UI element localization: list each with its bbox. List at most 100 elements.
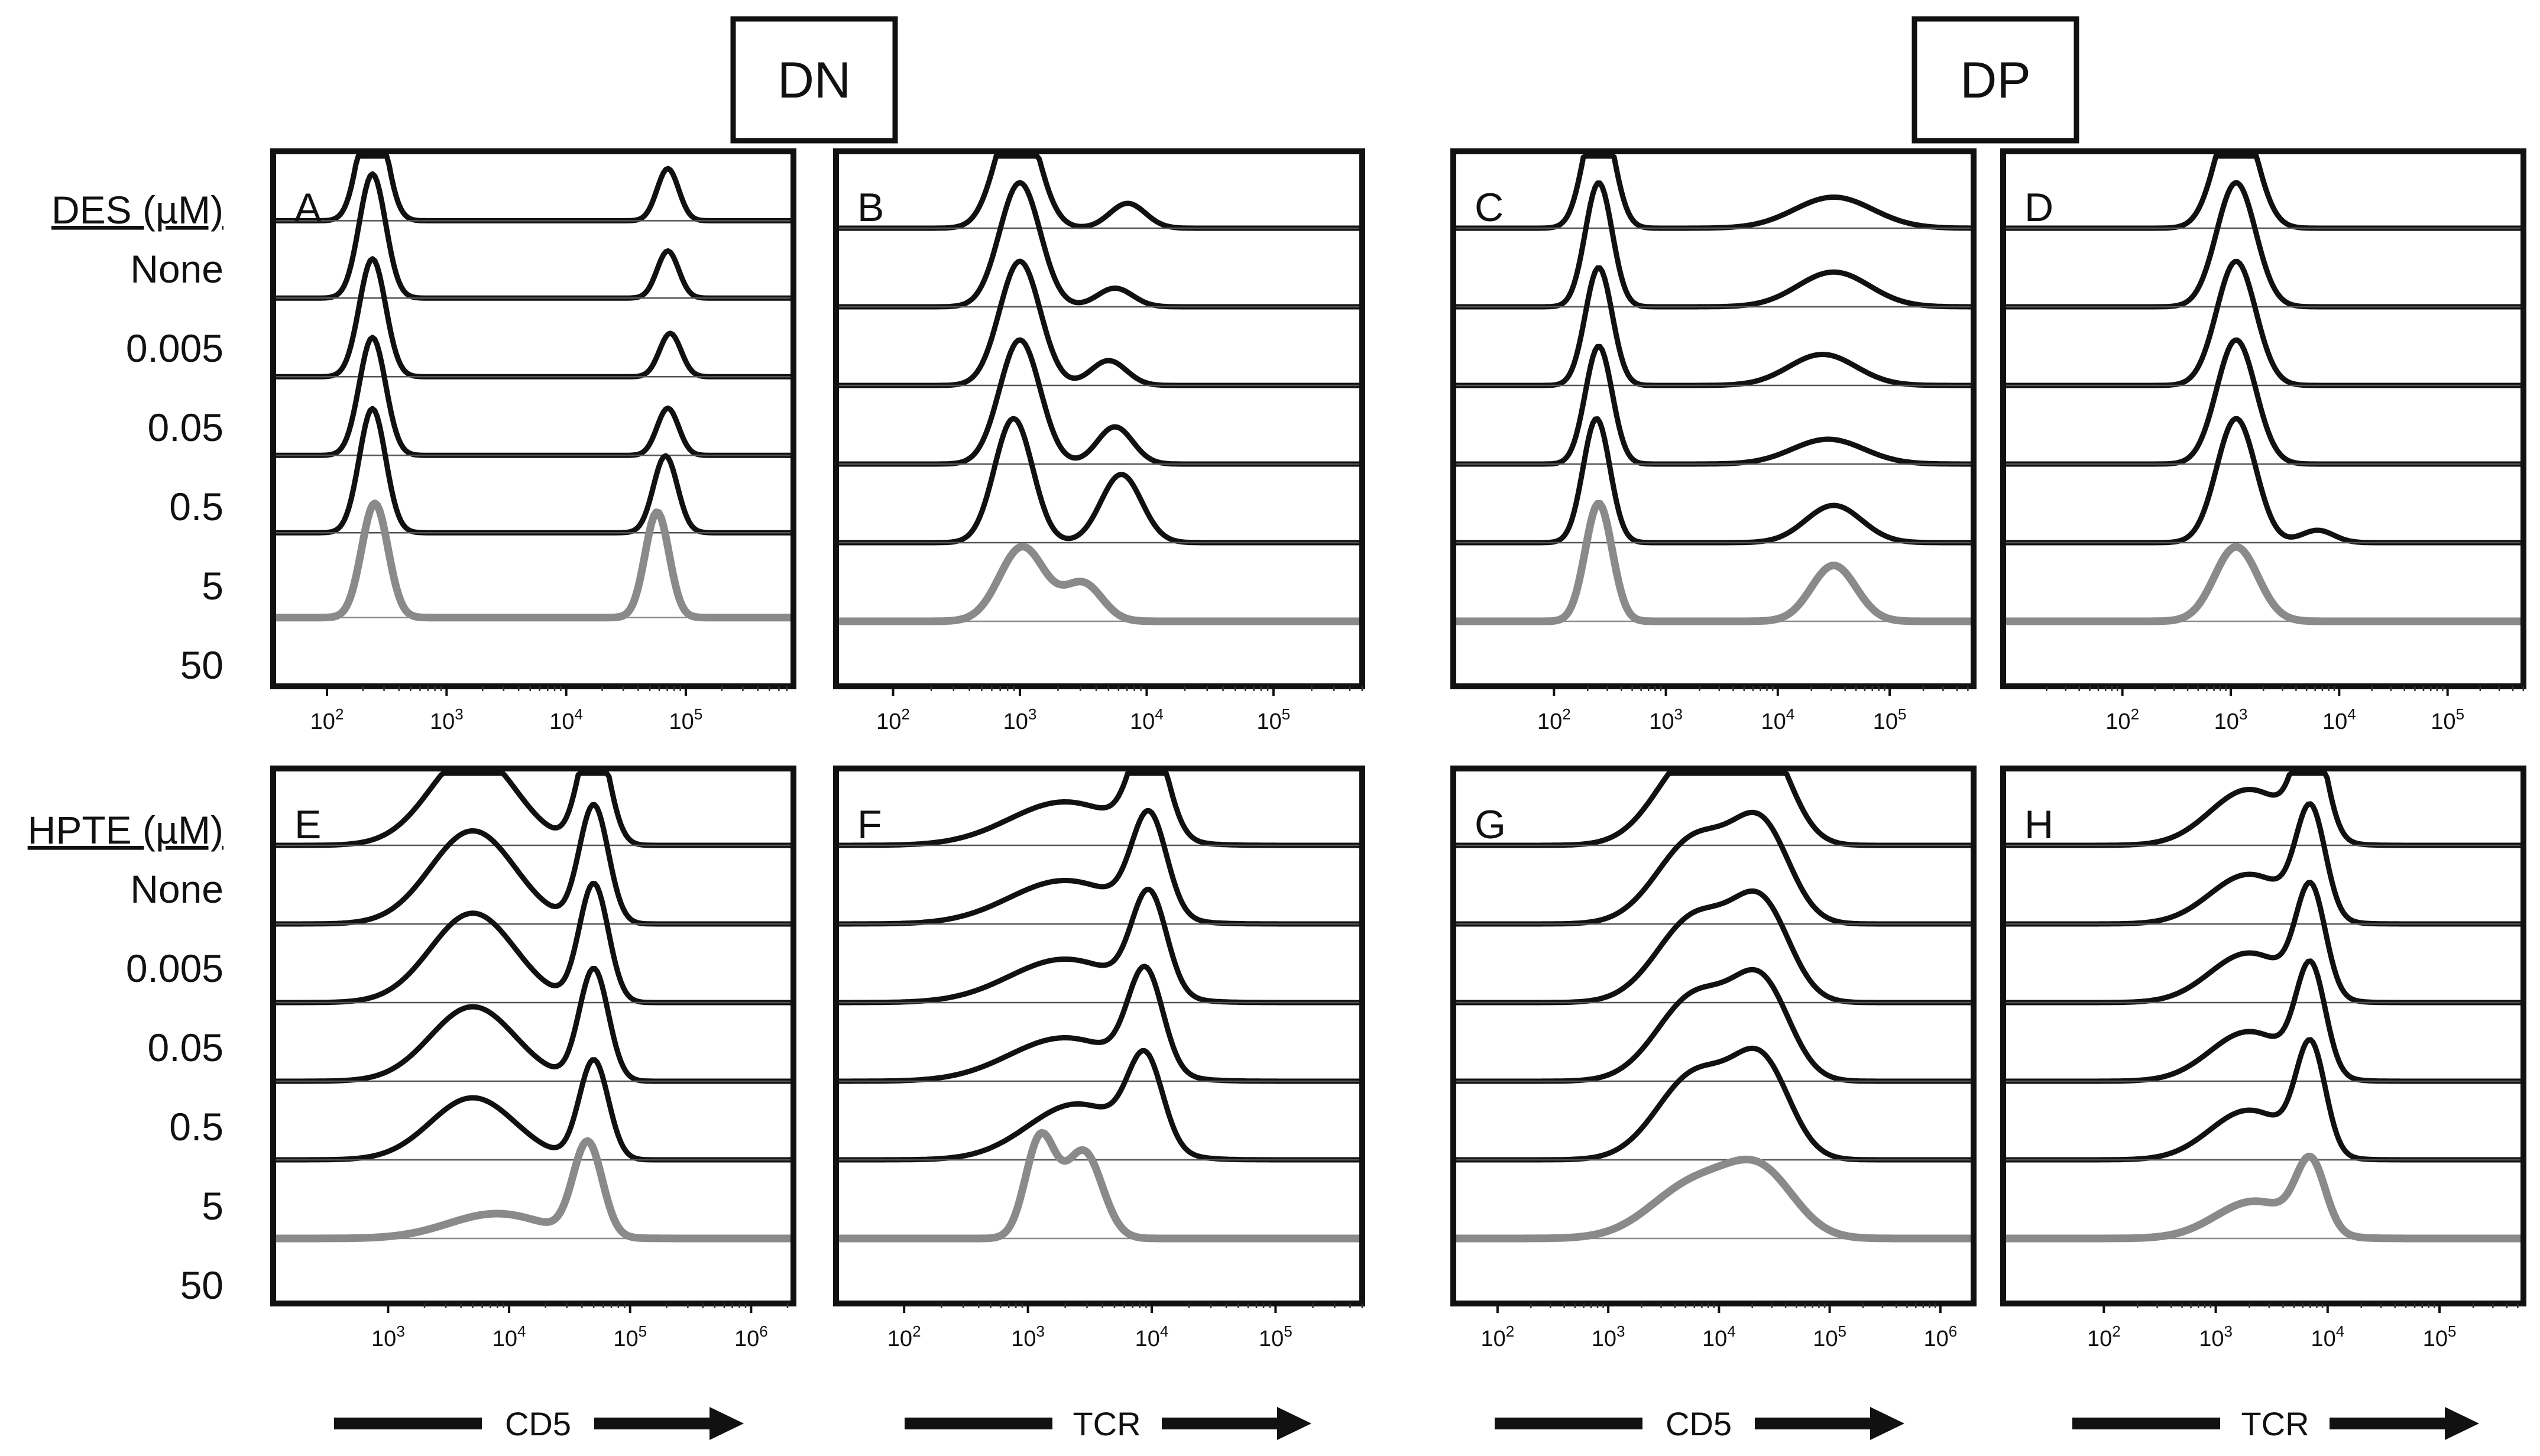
panel-e: E 103 104 105 106	[270, 766, 796, 1351]
panel-c: C 102 103 104 105	[1450, 148, 1977, 734]
x-tick-label: 105	[1813, 1322, 1846, 1351]
histogram-None	[835, 770, 1363, 848]
conc-label: 5	[202, 564, 223, 608]
histogram-0_5	[273, 965, 794, 1084]
conc-label: 0.05	[148, 1026, 223, 1069]
x-tick-label: 105	[1873, 705, 1907, 734]
histogram-0_5	[273, 335, 794, 458]
group-box-dn: DN	[730, 16, 898, 144]
x-tick-label: 103	[430, 705, 464, 734]
histogram-0_5	[2003, 337, 2524, 467]
panel-letter: G	[1475, 802, 1506, 847]
x-tick-label: 103	[1592, 1322, 1625, 1351]
x-tick-label: 103	[2214, 705, 2248, 734]
histogram-5	[273, 1057, 794, 1163]
conc-label: 0.05	[148, 406, 223, 449]
x-tick-label: 102	[876, 705, 910, 734]
panel-b: B 102 103 104 105	[833, 148, 1365, 734]
panel-letter: D	[2024, 185, 2053, 230]
histogram-0_005	[273, 802, 794, 927]
panel-f: F 102 103 104 105	[833, 766, 1365, 1351]
x-tick-label: 105	[1259, 1322, 1292, 1351]
conc-label: 50	[180, 1263, 223, 1307]
panel-d: D 102 103 104 105	[2000, 148, 2526, 734]
conc-label: None	[130, 247, 223, 291]
x-tick-label: 103	[1003, 705, 1037, 734]
x-tick-label: 104	[493, 1322, 526, 1351]
x-tick-label: 105	[613, 1322, 647, 1351]
x-tick-label: 102	[2105, 705, 2139, 734]
histogram-0_5	[2003, 958, 2524, 1084]
histogram-0_05	[2003, 880, 2524, 1006]
x-tick-label: 105	[1257, 705, 1291, 734]
panel-frame	[833, 148, 1365, 689]
histogram-0_005	[1453, 180, 1974, 310]
panel-letter: H	[2024, 802, 2053, 847]
panel-frame	[1450, 766, 1977, 1306]
x-tick-label: 105	[2423, 1322, 2457, 1351]
histogram-50	[834, 543, 1364, 625]
x-tick-label: 103	[2199, 1322, 2233, 1351]
histogram-5	[1453, 1045, 1974, 1163]
histogram-0_5	[835, 964, 1363, 1084]
histogram-50	[834, 1129, 1364, 1243]
x-tick-label: 102	[1481, 1322, 1515, 1351]
x-tick-label: 104	[1135, 1322, 1169, 1351]
x-tick-label: 106	[734, 1322, 768, 1351]
conc-label: 0.5	[169, 485, 223, 528]
conc-label: None	[130, 867, 223, 911]
histogram-None	[2003, 153, 2524, 231]
histogram-0_05	[1453, 265, 1974, 388]
x-tick-label: 103	[1649, 705, 1683, 734]
axis-title: TCR	[2241, 1405, 2309, 1442]
histogram-5	[1453, 416, 1974, 546]
conc-label: 5	[202, 1184, 223, 1228]
x-tick-label: 104	[2322, 705, 2356, 734]
x-tick-label: 102	[1537, 705, 1571, 734]
row-header-hpte: HPTE (µM)	[28, 808, 223, 852]
panel-letter: C	[1475, 185, 1504, 230]
histogram-0_005	[835, 180, 1363, 310]
histogram-0_05	[835, 887, 1363, 1006]
axis-title-col3: CD5	[1495, 1405, 1904, 1442]
histogram-0_05	[273, 256, 794, 380]
x-tick-label: 102	[887, 1322, 921, 1351]
conc-label: 0.5	[169, 1105, 223, 1149]
histogram-0_005	[2003, 180, 2524, 310]
panel-frame	[270, 766, 796, 1306]
conc-label: 0.005	[126, 326, 223, 370]
histogram-50	[2001, 543, 2525, 625]
x-tick-label: 105	[669, 705, 703, 734]
histogram-None	[273, 770, 794, 848]
x-tick-label: 103	[371, 1322, 405, 1351]
axis-title-col1: CD5	[334, 1405, 744, 1442]
histogram-0_05	[273, 881, 794, 1006]
axis-title-col4: TCR	[2072, 1405, 2479, 1442]
histogram-0_05	[835, 258, 1363, 388]
histogram-0_5	[835, 337, 1363, 467]
histogram-50	[271, 1137, 795, 1243]
panel-a: A 102 103 104 105	[270, 148, 796, 734]
histogram-0_05	[2003, 258, 2524, 388]
histogram-0_005	[835, 808, 1363, 927]
histogram-None	[835, 153, 1363, 231]
x-tick-label: 102	[310, 705, 344, 734]
panel-frame	[1450, 148, 1977, 689]
panel-frame	[270, 148, 796, 689]
row-header-des: DES (µM)	[51, 188, 223, 232]
panel-letter: E	[294, 802, 321, 847]
conc-label: 0.005	[126, 946, 223, 990]
histogram-50	[1452, 1155, 1975, 1243]
group-label-dn: DN	[777, 52, 851, 109]
axis-title-col2: TCR	[905, 1405, 1311, 1442]
histogram-None	[273, 153, 794, 223]
histogram-50	[1452, 500, 1975, 625]
x-tick-label: 104	[2311, 1322, 2344, 1351]
conc-labels-bottom: None 0.005 0.05 0.5 5 50	[126, 867, 223, 1307]
panel-g: G 102 103 104 105 106	[1450, 766, 1977, 1351]
histogram-0_5	[1453, 343, 1974, 467]
axis-title: CD5	[505, 1405, 571, 1442]
group-label-dp: DP	[1960, 52, 2030, 109]
